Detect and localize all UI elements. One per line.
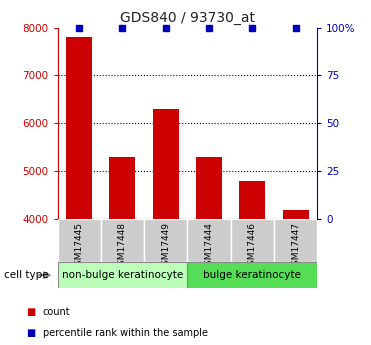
Bar: [101, 219, 144, 262]
Bar: [58, 262, 187, 288]
Text: GSM17444: GSM17444: [204, 222, 213, 271]
Bar: [109, 157, 135, 219]
Text: cell type: cell type: [4, 270, 48, 280]
Bar: [283, 209, 309, 219]
Bar: [187, 262, 317, 288]
Text: GSM17447: GSM17447: [291, 222, 300, 271]
Text: percentile rank within the sample: percentile rank within the sample: [43, 328, 208, 338]
Text: ■: ■: [26, 328, 35, 338]
Text: GSM17446: GSM17446: [248, 222, 257, 271]
Title: GDS840 / 93730_at: GDS840 / 93730_at: [120, 11, 255, 25]
Text: GSM17445: GSM17445: [75, 222, 83, 271]
Bar: [239, 181, 265, 219]
Text: ■: ■: [26, 307, 35, 317]
Bar: [58, 219, 101, 262]
Bar: [196, 157, 222, 219]
Text: count: count: [43, 307, 70, 317]
Text: GSM17448: GSM17448: [118, 222, 127, 271]
Bar: [66, 37, 92, 219]
Text: GSM17449: GSM17449: [161, 222, 170, 271]
Bar: [274, 219, 317, 262]
Bar: [231, 219, 274, 262]
Bar: [144, 219, 187, 262]
Bar: [187, 219, 231, 262]
Bar: [153, 109, 179, 219]
Text: bulge keratinocyte: bulge keratinocyte: [203, 270, 301, 280]
Text: non-bulge keratinocyte: non-bulge keratinocyte: [62, 270, 183, 280]
